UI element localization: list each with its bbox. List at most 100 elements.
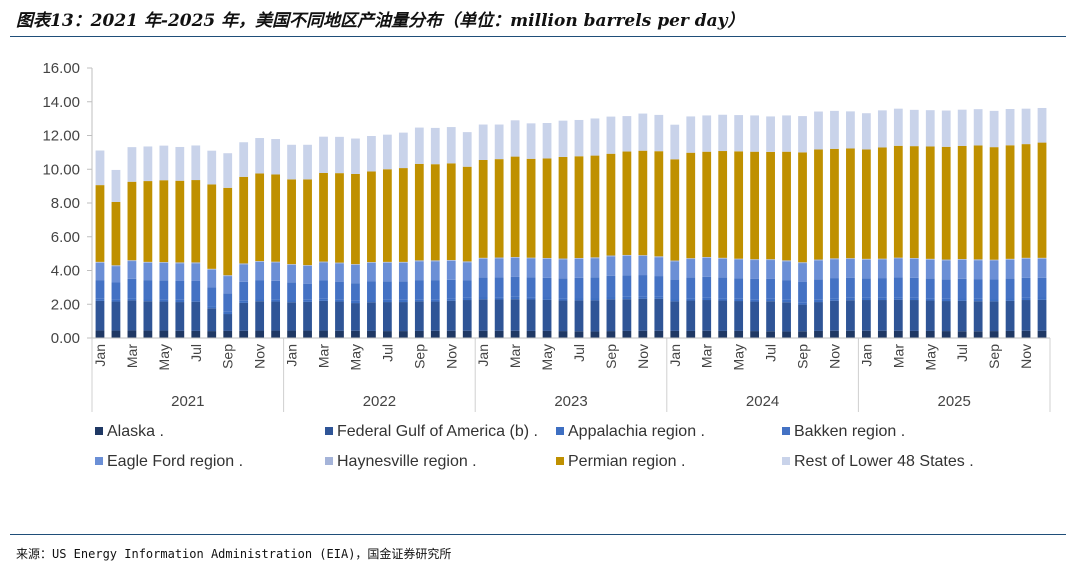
bar-segment <box>159 330 169 338</box>
bar-segment <box>127 300 137 331</box>
bar-segment <box>654 296 664 299</box>
bar-segment <box>814 299 823 303</box>
legend-label: Eagle Ford region . <box>107 453 243 470</box>
bar-segment <box>478 296 488 300</box>
bar-segment <box>542 299 552 331</box>
bar-segment <box>462 166 472 262</box>
bar-segment <box>877 147 887 259</box>
x-month-label: Sep <box>986 344 1002 369</box>
bar-segment <box>925 259 935 279</box>
bar-segment <box>382 261 392 263</box>
bar-segment <box>702 257 712 258</box>
bar-segment <box>893 258 903 278</box>
x-month-label: May <box>922 344 938 370</box>
bar-segment <box>367 136 376 172</box>
bar-segment <box>191 280 201 300</box>
bar-segment <box>255 173 265 262</box>
bar-segment <box>430 164 440 261</box>
bar-segment <box>430 280 440 300</box>
bar-segment <box>846 148 855 259</box>
bar-segment <box>941 110 951 147</box>
bar-segment <box>382 302 392 332</box>
bar-segment <box>430 260 440 262</box>
legend-swatch <box>325 427 333 435</box>
bar-segment <box>973 301 983 332</box>
bar-segment <box>287 264 296 283</box>
bar-segment <box>622 330 632 338</box>
bar-segment <box>957 278 967 299</box>
bar-segment <box>750 151 760 260</box>
bar-segment <box>686 298 696 301</box>
bar-segment <box>638 255 648 276</box>
bar-segment <box>558 259 568 279</box>
x-month-label: Sep <box>411 344 427 369</box>
bar-segment <box>893 299 903 331</box>
bar-segment <box>973 145 983 260</box>
bar-segment <box>95 150 105 186</box>
legend-swatch <box>556 457 564 465</box>
legend: Alaska . Federal Gulf of America (b) . App… <box>95 423 974 470</box>
bar-segment <box>1021 258 1031 278</box>
bar-segment <box>287 302 296 331</box>
bar-segment <box>638 296 648 299</box>
bar-segment <box>782 280 791 300</box>
bar-segment <box>239 330 249 338</box>
bar-segment <box>941 146 951 260</box>
bar-segment <box>462 297 472 301</box>
bar-segment <box>510 296 520 300</box>
bar-segment <box>1005 300 1015 331</box>
bar-segment <box>446 298 456 301</box>
bar-segment <box>510 330 520 338</box>
bar-segment <box>877 300 887 331</box>
bar-segment <box>830 148 839 259</box>
bar-segment <box>877 110 887 148</box>
bar-segment <box>622 116 632 152</box>
bar-segment <box>798 331 807 338</box>
bar-segment <box>255 330 265 338</box>
bar-segment <box>766 278 775 299</box>
bar-segment <box>462 300 472 331</box>
x-year-label: 2023 <box>554 393 587 410</box>
bar-segment <box>430 127 440 165</box>
bar-segment <box>622 255 632 276</box>
bar-segment <box>558 156 568 259</box>
x-month-label: Sep <box>603 344 619 369</box>
bar-segment <box>351 303 360 331</box>
bar-segment <box>287 264 296 265</box>
bar-segment <box>973 279 983 299</box>
bar-segment <box>207 268 217 270</box>
bar-segment <box>462 132 472 167</box>
bar-segment <box>670 299 680 302</box>
bar-segment <box>574 258 584 278</box>
bar-segment <box>877 259 887 279</box>
x-month-label: Nov <box>443 344 459 369</box>
bar-segment <box>367 262 376 282</box>
bar-segment <box>319 261 328 263</box>
bar-segment <box>143 301 153 331</box>
bar-segment <box>893 277 903 298</box>
bar-segment <box>766 298 775 302</box>
bar-segment <box>287 300 296 303</box>
bar-segment <box>957 145 967 260</box>
bar-segment <box>526 277 536 298</box>
bar-segment <box>127 278 137 299</box>
legend-label: Permian region . <box>568 453 685 470</box>
bar-segment <box>989 301 999 332</box>
bar-segment <box>718 257 728 259</box>
bar-segment <box>941 298 951 302</box>
bar-segment <box>558 278 568 299</box>
bar-segment <box>814 111 823 150</box>
bar-segment <box>606 256 616 276</box>
bar-segment <box>925 146 935 259</box>
bar-segment <box>95 300 105 331</box>
bar-segment <box>111 201 121 266</box>
bar-segment <box>574 298 584 301</box>
bar-segment <box>558 258 568 260</box>
bar-segment <box>223 330 233 338</box>
bar-segment <box>606 296 616 300</box>
bar-segment <box>127 181 137 261</box>
bar-segment <box>606 331 616 338</box>
x-month-label: May <box>539 344 555 370</box>
bar-segment <box>351 264 360 284</box>
bar-segment <box>462 261 472 263</box>
